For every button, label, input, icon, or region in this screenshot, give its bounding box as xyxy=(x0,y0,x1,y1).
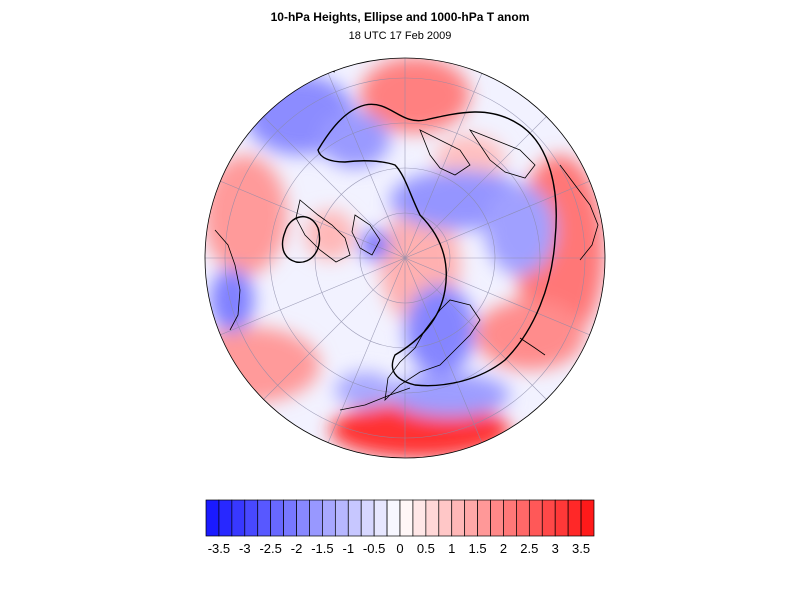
colorbar-segment xyxy=(554,499,569,537)
colorbar-tick-label: -1 xyxy=(342,541,355,556)
colorbar-segment xyxy=(270,499,284,537)
colorbar-tick-label: -1.5 xyxy=(311,541,334,556)
colorbar-segment xyxy=(490,499,504,537)
colorbar-tick-label: 3 xyxy=(551,541,559,556)
colorbar-tick-label: -3 xyxy=(239,541,251,556)
colorbar-tick-label: -3.5 xyxy=(207,541,231,556)
colorbar-tick-label: 2 xyxy=(499,541,508,556)
colorbar-tick-label: 1 xyxy=(448,541,456,556)
colorbar-segment xyxy=(580,499,595,537)
colorbar-labels: -3.5 -3 -2.5 -2 -1.5 -1 -0.5 0 0.5 1 1.5 2 2.5 3 3.5 xyxy=(0,541,800,561)
colorbar-segment xyxy=(334,499,349,537)
colorbar-tick-label: 0.5 xyxy=(416,541,435,556)
colorbar-segment xyxy=(567,499,582,537)
colorbar-segment xyxy=(451,499,466,537)
colorbar-tick-label: -0.5 xyxy=(362,541,386,556)
colorbar-segment xyxy=(309,499,323,537)
colorbar-segment xyxy=(412,499,427,537)
colorbar-segment xyxy=(347,499,362,537)
colorbar-tick-label: 2.5 xyxy=(520,541,539,556)
colorbar-segment xyxy=(218,499,233,537)
colorbar-segment xyxy=(322,499,336,537)
colorbar-tick-label: 3.5 xyxy=(572,541,591,556)
globe-outline xyxy=(204,57,606,459)
colorbar-segment xyxy=(283,499,297,537)
colorbar-segment xyxy=(244,499,259,537)
colorbar-segment xyxy=(477,499,491,537)
height-contours xyxy=(281,103,557,387)
colorbar-tick-label: 0 xyxy=(396,541,404,556)
map-title: 10-hPa Heights, Ellipse and 1000-hPa T a… xyxy=(270,10,530,24)
colorbar-segment xyxy=(516,499,530,537)
colorbar-segment xyxy=(205,499,220,537)
colorbar-segment xyxy=(438,499,453,537)
colorbar-tick-label: -2 xyxy=(290,541,303,556)
colorbar-tick-label: -2.5 xyxy=(259,541,282,556)
polar-map xyxy=(204,57,606,459)
colorbar-segment xyxy=(386,499,401,537)
colorbar-segment xyxy=(503,499,517,537)
colorbar-segment xyxy=(296,499,310,537)
colorbar-segment xyxy=(231,499,246,537)
colorbar-tick-label: 1.5 xyxy=(468,541,487,556)
colorbar-segment xyxy=(360,499,375,537)
colorbar-segment xyxy=(528,499,543,537)
colorbar-segment xyxy=(541,499,556,537)
colorbar-segment xyxy=(399,499,414,537)
colorbar-segment xyxy=(464,499,478,537)
colorbar-segment xyxy=(425,499,440,537)
colorbar-segment xyxy=(373,499,388,537)
colorbar-segment xyxy=(257,499,272,537)
map-subtitle: 18 UTC 17 Feb 2009 xyxy=(348,30,452,42)
